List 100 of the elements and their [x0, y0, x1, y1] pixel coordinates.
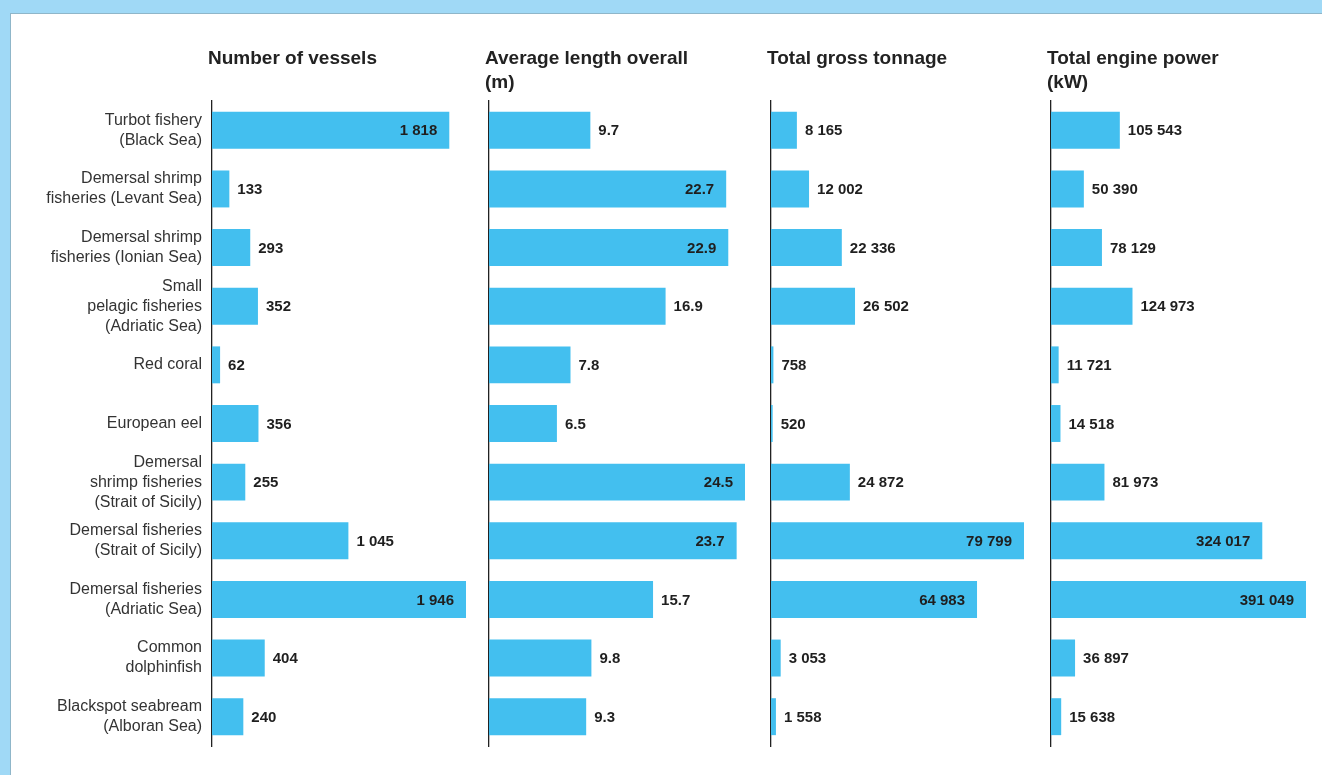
- data-label: 15 638: [1069, 707, 1116, 725]
- chart-title: Total engine power (kW): [1047, 46, 1219, 94]
- y-tick-label: Turbot fishery (Black Sea): [104, 110, 202, 148]
- y-tick-label: Demersal shrimp fisheries (Levant Sea): [46, 169, 203, 207]
- bar: [212, 463, 246, 501]
- data-label: 8 165: [804, 121, 843, 139]
- bar: [212, 229, 251, 267]
- data-label: 26 502: [863, 297, 909, 315]
- bar: [489, 405, 557, 442]
- data-label: 105 543: [1127, 121, 1183, 139]
- data-label: 16.9: [673, 297, 703, 315]
- data-label: 404: [272, 649, 299, 667]
- y-tick-label: Common dolphinfish: [125, 638, 202, 676]
- bar: [212, 639, 265, 677]
- bar: [212, 698, 244, 736]
- bar: [771, 229, 842, 267]
- bar: [1051, 580, 1306, 618]
- bar: [771, 170, 810, 208]
- data-label: 1 558: [783, 707, 822, 725]
- y-tick-label: Demersal fisheries (Strait of Sicily): [69, 521, 202, 559]
- data-label: 12 002: [817, 180, 863, 198]
- bar: [212, 580, 466, 618]
- data-label: 356: [266, 414, 292, 432]
- bar: [489, 463, 745, 501]
- bar: [489, 698, 587, 736]
- bar: [1051, 698, 1062, 736]
- data-label: 24 872: [857, 473, 904, 491]
- data-label: 391 049: [1239, 590, 1294, 608]
- bar: [1051, 111, 1120, 149]
- bar: [1051, 522, 1263, 560]
- chart-title: Total gross tonnage: [767, 46, 948, 70]
- data-label: 3 053: [788, 649, 827, 667]
- bar: [771, 698, 776, 736]
- bar: [1051, 639, 1076, 677]
- bar: [489, 170, 727, 208]
- data-label: 64 983: [919, 590, 966, 608]
- data-label: 11 721: [1066, 356, 1112, 373]
- data-label: 324 017: [1196, 531, 1251, 549]
- data-label: 293: [258, 238, 284, 256]
- data-label: 255: [253, 473, 279, 491]
- data-label: 520: [780, 414, 806, 432]
- data-label: 240: [251, 707, 277, 725]
- data-label: 1 045: [356, 531, 394, 549]
- bar: [489, 229, 729, 267]
- y-tick-label: Blackspot seabream (Alboran Sea): [57, 697, 202, 735]
- data-label: 14 518: [1068, 414, 1115, 432]
- y-tick-label: Demersal shrimp fisheries (Strait of Sicily): [89, 452, 202, 510]
- y-tick-label: Red coral: [133, 355, 202, 373]
- bar: [489, 287, 666, 325]
- bar: [1051, 229, 1102, 267]
- data-label: 81 973: [1112, 473, 1159, 491]
- bar: [771, 463, 850, 501]
- bar: [212, 405, 259, 442]
- data-label: 62: [228, 356, 245, 373]
- chart-title: Average length overall (m): [485, 46, 689, 94]
- bar: [212, 346, 221, 384]
- y-tick-label: Demersal fisheries (Adriatic Sea): [69, 579, 202, 617]
- data-label: 1 946: [416, 590, 454, 608]
- data-label: 133: [237, 180, 263, 198]
- bar: [489, 639, 592, 677]
- bar: [489, 522, 737, 560]
- data-label: 352: [265, 297, 291, 315]
- data-label: 758: [781, 356, 807, 373]
- bar: [489, 580, 654, 618]
- bar: [771, 287, 856, 325]
- bar: [212, 522, 349, 560]
- bar: [1051, 346, 1059, 384]
- data-label: 1 818: [399, 121, 438, 139]
- bar: [489, 111, 591, 149]
- bar: [1051, 170, 1084, 208]
- data-label: 22.7: [684, 180, 715, 198]
- bar: [489, 346, 571, 384]
- data-label: 22 336: [849, 238, 896, 256]
- bar: [771, 639, 781, 677]
- bar: [771, 580, 978, 618]
- data-label: 6.5: [564, 414, 586, 432]
- bar: [212, 111, 450, 149]
- data-label: 7.8: [578, 356, 600, 373]
- y-tick-label: Small pelagic fisheries (Adriatic Sea): [87, 276, 202, 334]
- bar: [212, 287, 258, 325]
- data-label: 9.7: [598, 121, 620, 139]
- data-label: 9.3: [594, 707, 616, 725]
- bar: [771, 522, 1024, 560]
- data-label: 78 129: [1109, 238, 1156, 256]
- data-label: 124 973: [1140, 297, 1195, 315]
- data-label: 50 390: [1091, 180, 1138, 198]
- data-label: 79 799: [966, 531, 1012, 549]
- y-tick-label: Demersal shrimp fisheries (Ionian Sea): [50, 228, 203, 265]
- data-label: 22.9: [687, 238, 717, 256]
- y-tick-label: European eel: [106, 413, 202, 431]
- data-label: 15.7: [661, 590, 691, 608]
- bar: [1051, 405, 1061, 442]
- data-label: 9.8: [599, 649, 621, 667]
- bar: [1051, 463, 1105, 501]
- chart-title: Number of vessels: [208, 46, 377, 70]
- bar: [1051, 287, 1133, 325]
- data-label: 24.5: [703, 473, 733, 491]
- data-label: 36 897: [1083, 649, 1129, 667]
- bar: [771, 111, 797, 149]
- bar: [212, 170, 230, 208]
